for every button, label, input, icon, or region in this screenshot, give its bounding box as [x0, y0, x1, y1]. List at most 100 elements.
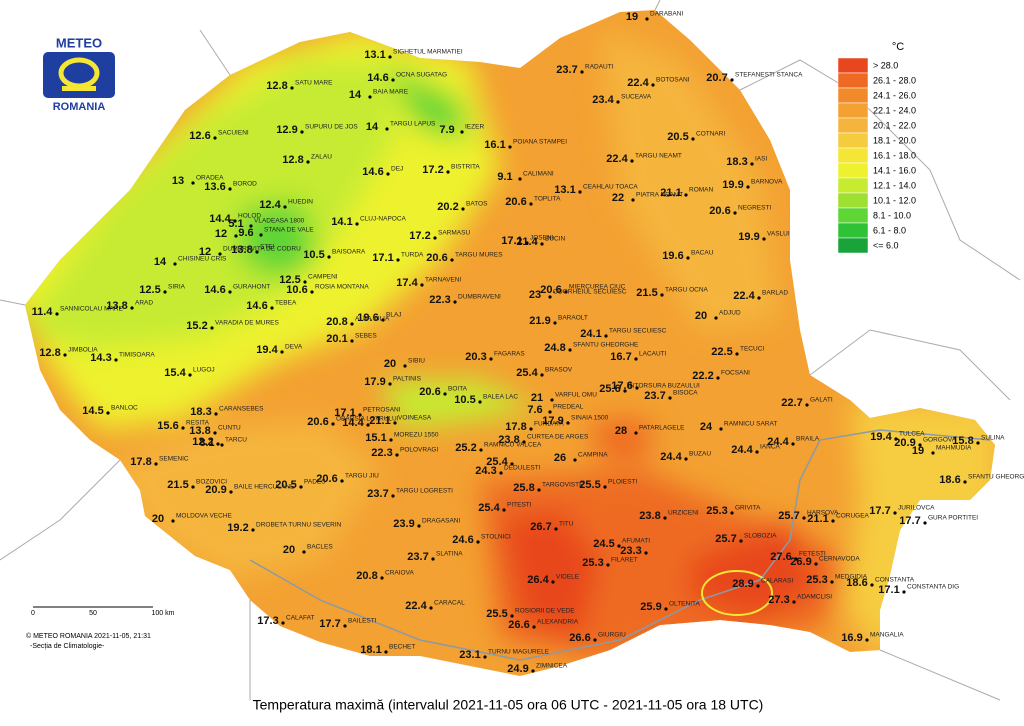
- station-dot: [280, 350, 284, 354]
- station-dot: [746, 185, 750, 189]
- station-value: 14: [366, 121, 379, 133]
- station-dot: [249, 224, 253, 228]
- station-name: TIMISOARA: [119, 352, 155, 359]
- station-name: TURDA: [401, 252, 424, 259]
- station-dot: [417, 524, 421, 528]
- station-value: 24.6: [452, 534, 473, 546]
- station-name: CHISINEU CRIS: [178, 256, 227, 263]
- station-value: 20.6: [540, 284, 561, 296]
- credit: © METEO ROMANIA 2021-11-05, 21:31: [26, 632, 151, 640]
- station-name: BUCIN: [545, 236, 566, 243]
- station-value: 13.1: [364, 49, 385, 61]
- station-name: HARSOVA: [807, 510, 839, 517]
- station-dot: [604, 334, 608, 338]
- station-value: 20.6: [316, 473, 337, 485]
- station-dot: [573, 458, 577, 462]
- station-dot: [865, 638, 869, 642]
- station-name: NEGRESTI: [738, 205, 771, 212]
- station-dot: [634, 431, 638, 435]
- station-value: 25.4: [516, 367, 538, 379]
- station-value: 21.1: [369, 415, 390, 427]
- station-value: 16.9: [841, 632, 862, 644]
- station-value: 17.1: [878, 584, 899, 596]
- station-name: PITESTI: [507, 502, 532, 509]
- station-value: 20.9: [205, 484, 226, 496]
- station-value: 17.8: [130, 456, 151, 468]
- station-value: 7.9: [439, 124, 454, 136]
- station-value: 22.3: [371, 447, 392, 459]
- station-dot: [431, 557, 435, 561]
- station-name: ADJUD: [719, 310, 741, 317]
- station-dot: [730, 511, 734, 515]
- station-value: 20.9: [894, 437, 915, 449]
- station-name: JURILOVCA: [898, 505, 935, 512]
- station-dot: [623, 389, 627, 393]
- station-name: TARGU LOGRESTI: [396, 488, 453, 495]
- legend-label: 24.1 - 26.0: [873, 90, 916, 100]
- station-name: TARGU OCNA: [665, 287, 709, 294]
- station-dot: [303, 280, 307, 284]
- station-value: 13.8: [106, 300, 127, 312]
- station-name: JOSENI: [530, 235, 554, 242]
- station-dot: [537, 488, 541, 492]
- station-dot: [489, 357, 493, 361]
- station-dot: [389, 438, 393, 442]
- station-dot: [963, 480, 967, 484]
- station-name: BACAU: [691, 250, 714, 257]
- station-dot: [433, 236, 437, 240]
- station-dot: [510, 462, 514, 466]
- station-dot: [750, 162, 754, 166]
- station-name: VARFUL OMU: [555, 392, 597, 399]
- station-name: MOREZU 1550: [394, 432, 439, 439]
- legend-label: 10.1 - 12.0: [873, 195, 916, 205]
- station-name: BANLOC: [111, 405, 138, 412]
- station-name: BARAOLT: [558, 315, 588, 322]
- station-value: 22.5: [711, 346, 732, 358]
- station-dot: [366, 423, 370, 427]
- station-dot: [310, 290, 314, 294]
- legend-swatch: [837, 177, 869, 194]
- station-dot: [461, 207, 465, 211]
- station-value: 23.3: [620, 545, 641, 557]
- station-name: SEBES: [355, 333, 377, 340]
- station-name: PIATRA NEAMT: [636, 192, 683, 199]
- station-name: TITU: [559, 521, 574, 528]
- station-name: CAMPENI: [308, 274, 338, 281]
- station-value: 26.6: [569, 632, 590, 644]
- station-name: GURAHONT: [233, 284, 270, 291]
- stations: 19 DARABANI 13.1 SIGHETUL MARMATIEI 14.6 OCNA…: [32, 11, 1024, 675]
- station-value: 19.9: [738, 231, 759, 243]
- station-value: 19: [912, 445, 924, 457]
- station-name: CUNTU: [218, 425, 241, 432]
- station-dot: [617, 544, 621, 548]
- station-dot: [531, 669, 535, 673]
- station-value: 23.9: [393, 518, 414, 530]
- station-dot: [251, 528, 255, 532]
- station-dot: [616, 100, 620, 104]
- station-dot: [340, 479, 344, 483]
- station-value: 12.8: [282, 154, 303, 166]
- station-value: 17.2: [409, 230, 430, 242]
- station-name: DARABANI: [650, 11, 683, 18]
- station-name: AFUMATI: [622, 538, 650, 545]
- station-name: SINAIA 1500: [571, 415, 609, 422]
- station-value: 20.7: [706, 72, 727, 84]
- station-value: 23.8: [498, 434, 519, 446]
- station-dot: [716, 376, 720, 380]
- station-name: ZIMNICEA: [536, 663, 568, 670]
- station-value: 7.6: [527, 404, 542, 416]
- station-value: 13.6: [204, 181, 225, 193]
- station-dot: [518, 177, 522, 181]
- station-name: VARADIA DE MURES: [215, 320, 279, 327]
- station-name: MIERCUREA CIUC: [569, 284, 626, 291]
- station-name: SEMENIC: [159, 456, 189, 463]
- station-name: CLUJ-NAPOCA: [360, 216, 407, 223]
- station-value: 11.4: [32, 306, 54, 318]
- station-dot: [714, 316, 718, 320]
- station-name: BAISOARA: [332, 249, 366, 256]
- station-value: 22.4: [733, 290, 755, 302]
- station-value: 12.9: [276, 124, 297, 136]
- station-dot: [603, 485, 607, 489]
- station-dot: [893, 511, 897, 515]
- station-value: 23.8: [639, 510, 660, 522]
